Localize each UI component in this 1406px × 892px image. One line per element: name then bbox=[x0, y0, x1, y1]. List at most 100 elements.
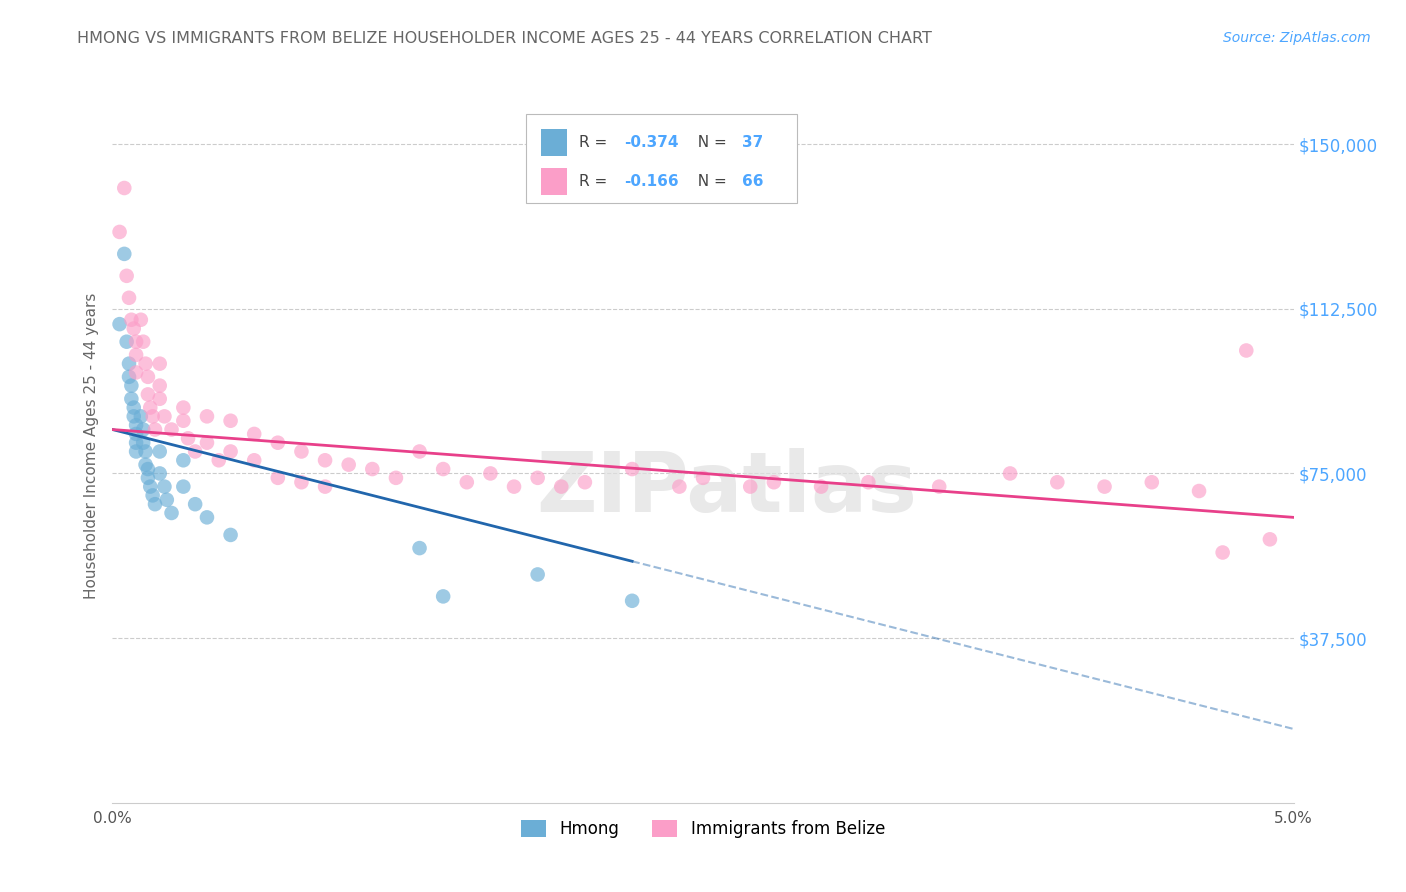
Point bbox=[858, 475, 880, 490]
Point bbox=[314, 480, 336, 494]
Point bbox=[129, 409, 152, 424]
Point bbox=[132, 334, 155, 349]
Point bbox=[122, 321, 145, 335]
Point bbox=[153, 480, 176, 494]
Point bbox=[149, 392, 172, 406]
Point bbox=[142, 488, 165, 502]
Point bbox=[125, 444, 148, 458]
Point bbox=[1212, 545, 1234, 559]
Point bbox=[118, 357, 141, 371]
Point bbox=[172, 480, 194, 494]
Point bbox=[122, 401, 145, 415]
Point bbox=[172, 414, 194, 428]
Point bbox=[135, 357, 157, 371]
Point bbox=[195, 409, 218, 424]
Point bbox=[337, 458, 360, 472]
Y-axis label: Householder Income Ages 25 - 44 years: Householder Income Ages 25 - 44 years bbox=[84, 293, 100, 599]
Point bbox=[132, 423, 155, 437]
Text: N =: N = bbox=[688, 135, 731, 150]
Point bbox=[122, 409, 145, 424]
Point bbox=[267, 435, 290, 450]
Point bbox=[143, 423, 166, 437]
Point bbox=[526, 471, 548, 485]
FancyBboxPatch shape bbox=[541, 128, 567, 156]
Point bbox=[219, 444, 242, 458]
Point bbox=[115, 334, 138, 349]
Point bbox=[172, 453, 194, 467]
Point bbox=[153, 409, 176, 424]
Point bbox=[143, 497, 166, 511]
Point bbox=[219, 414, 242, 428]
Point bbox=[503, 480, 526, 494]
Point bbox=[136, 462, 159, 476]
Point bbox=[177, 431, 200, 445]
Point bbox=[115, 268, 138, 283]
Point bbox=[136, 369, 159, 384]
FancyBboxPatch shape bbox=[526, 114, 797, 203]
Point bbox=[361, 462, 384, 476]
Point bbox=[195, 435, 218, 450]
Point bbox=[149, 444, 172, 458]
Point bbox=[479, 467, 502, 481]
Point bbox=[456, 475, 478, 490]
Point bbox=[125, 334, 148, 349]
Point bbox=[149, 467, 172, 481]
Point bbox=[408, 541, 430, 555]
Point bbox=[156, 492, 179, 507]
Point bbox=[998, 467, 1021, 481]
Point bbox=[112, 181, 135, 195]
Point bbox=[172, 401, 194, 415]
FancyBboxPatch shape bbox=[541, 169, 567, 195]
Point bbox=[1234, 343, 1257, 358]
Text: 37: 37 bbox=[742, 135, 763, 150]
Point bbox=[243, 453, 266, 467]
Point bbox=[810, 480, 832, 494]
Point bbox=[149, 378, 172, 392]
Point bbox=[129, 312, 152, 326]
Point bbox=[762, 475, 785, 490]
Point bbox=[184, 444, 207, 458]
Text: Source: ZipAtlas.com: Source: ZipAtlas.com bbox=[1223, 31, 1371, 45]
Point bbox=[120, 392, 142, 406]
Point bbox=[135, 444, 157, 458]
Text: HMONG VS IMMIGRANTS FROM BELIZE HOUSEHOLDER INCOME AGES 25 - 44 YEARS CORRELATIO: HMONG VS IMMIGRANTS FROM BELIZE HOUSEHOL… bbox=[77, 31, 932, 46]
Point bbox=[1188, 483, 1211, 498]
Point bbox=[290, 444, 312, 458]
Point bbox=[184, 497, 207, 511]
Text: R =: R = bbox=[579, 174, 612, 189]
Point bbox=[208, 453, 231, 467]
Point bbox=[1094, 480, 1116, 494]
Point bbox=[125, 348, 148, 362]
Point bbox=[928, 480, 950, 494]
Point bbox=[314, 453, 336, 467]
Point bbox=[550, 480, 572, 494]
Point bbox=[160, 423, 183, 437]
Point bbox=[1258, 533, 1281, 547]
Point bbox=[408, 444, 430, 458]
Legend: Hmong, Immigrants from Belize: Hmong, Immigrants from Belize bbox=[515, 813, 891, 845]
Point bbox=[149, 357, 172, 371]
Point bbox=[621, 462, 644, 476]
Point bbox=[432, 462, 454, 476]
Point bbox=[574, 475, 596, 490]
Point bbox=[108, 317, 131, 331]
Point bbox=[290, 475, 312, 490]
Point bbox=[267, 471, 290, 485]
Point bbox=[1140, 475, 1163, 490]
Point bbox=[125, 435, 148, 450]
Point bbox=[692, 471, 714, 485]
Point bbox=[219, 528, 242, 542]
Point bbox=[195, 510, 218, 524]
Point bbox=[118, 291, 141, 305]
Text: N =: N = bbox=[688, 174, 731, 189]
Point bbox=[621, 594, 644, 608]
Text: R =: R = bbox=[579, 135, 612, 150]
Point bbox=[132, 435, 155, 450]
Point bbox=[108, 225, 131, 239]
Point bbox=[120, 378, 142, 392]
Point bbox=[385, 471, 408, 485]
Point bbox=[125, 426, 148, 441]
Point bbox=[526, 567, 548, 582]
Point bbox=[432, 590, 454, 604]
Point bbox=[136, 387, 159, 401]
